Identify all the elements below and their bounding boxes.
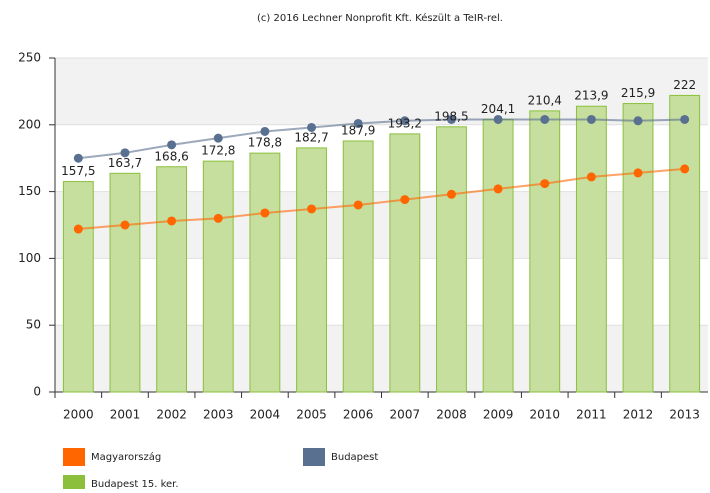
x-tick-label: 2004 [250,408,281,422]
y-tick-label: 150 [18,184,41,198]
marker [213,133,223,143]
x-tick-label: 2006 [343,408,374,422]
line [78,167,685,231]
marker [400,195,410,205]
chart-title: (c) 2016 Lechner Nonprofit Kft. Készült … [257,12,503,24]
y-tick-label: 0 [33,385,41,399]
y-tick-label: 50 [26,318,41,332]
value-label: 172,8 [201,144,235,158]
marker [307,204,317,214]
value-label: 178,8 [248,136,282,150]
grid-band [55,58,708,125]
marker [260,208,270,218]
x-tick-label: 2012 [623,408,654,422]
marker [633,116,643,126]
bar [109,172,141,393]
marker [167,140,177,150]
marker [680,114,690,124]
x-tick-label: 2010 [529,408,560,422]
marker [446,189,456,199]
marker [493,114,503,124]
marker [260,126,270,136]
legend-swatch [63,475,85,493]
bar [482,118,514,393]
marker [120,220,130,230]
bar [342,140,374,393]
legend-swatch [303,448,325,466]
marker [213,213,223,223]
y-tick-label: 250 [18,51,41,65]
bar [62,181,94,393]
bar [156,166,188,393]
marker [400,116,410,126]
y-tick-label: 100 [18,251,41,265]
value-label: 193,2 [388,116,422,130]
marker [586,172,596,182]
marker [353,200,363,210]
x-tick-label: 2003 [203,408,234,422]
value-label: 163,7 [108,156,142,170]
bar [622,103,654,393]
x-tick-label: 2009 [483,408,514,422]
x-tick-label: 2001 [110,408,141,422]
marker [540,179,550,189]
marker [73,153,83,163]
x-tick-label: 2013 [669,408,700,422]
y-tick-label: 200 [18,117,41,131]
value-label: 222 [673,78,696,92]
marker [167,216,177,226]
bar [436,126,467,393]
value-label: 168,6 [154,149,188,163]
legend-label: Budapest [331,452,378,463]
grid-band [55,325,708,392]
bar [296,147,327,393]
marker [353,118,363,128]
marker [586,114,596,124]
marker [73,224,83,234]
bar [389,133,421,393]
value-label: 213,9 [574,89,608,103]
bar [575,105,607,393]
marker [493,184,503,194]
value-label: 198,5 [434,109,468,123]
x-tick-label: 2011 [576,408,607,422]
bar [202,160,234,393]
value-label: 182,7 [294,130,328,144]
bar [669,94,701,393]
x-tick-label: 2002 [156,408,187,422]
bar [249,152,281,393]
marker [680,164,690,174]
marker [446,114,456,124]
x-tick-label: 2005 [296,408,327,422]
value-label: 204,1 [481,102,515,116]
line [78,118,685,160]
legend-label: Budapest 15. ker. [91,479,179,489]
legend-swatch [63,448,85,466]
legend-label: Magyarország [91,451,161,463]
marker [633,168,643,178]
value-label: 187,9 [341,123,375,137]
marker [540,114,550,124]
marker [120,148,130,158]
value-label: 157,5 [61,164,95,178]
x-tick-label: 2000 [63,408,94,422]
x-tick-label: 2007 [390,408,421,422]
value-label: 210,4 [528,93,562,107]
marker [307,122,317,132]
bar [529,110,561,393]
x-tick-label: 2008 [436,408,467,422]
value-label: 215,9 [621,86,655,100]
